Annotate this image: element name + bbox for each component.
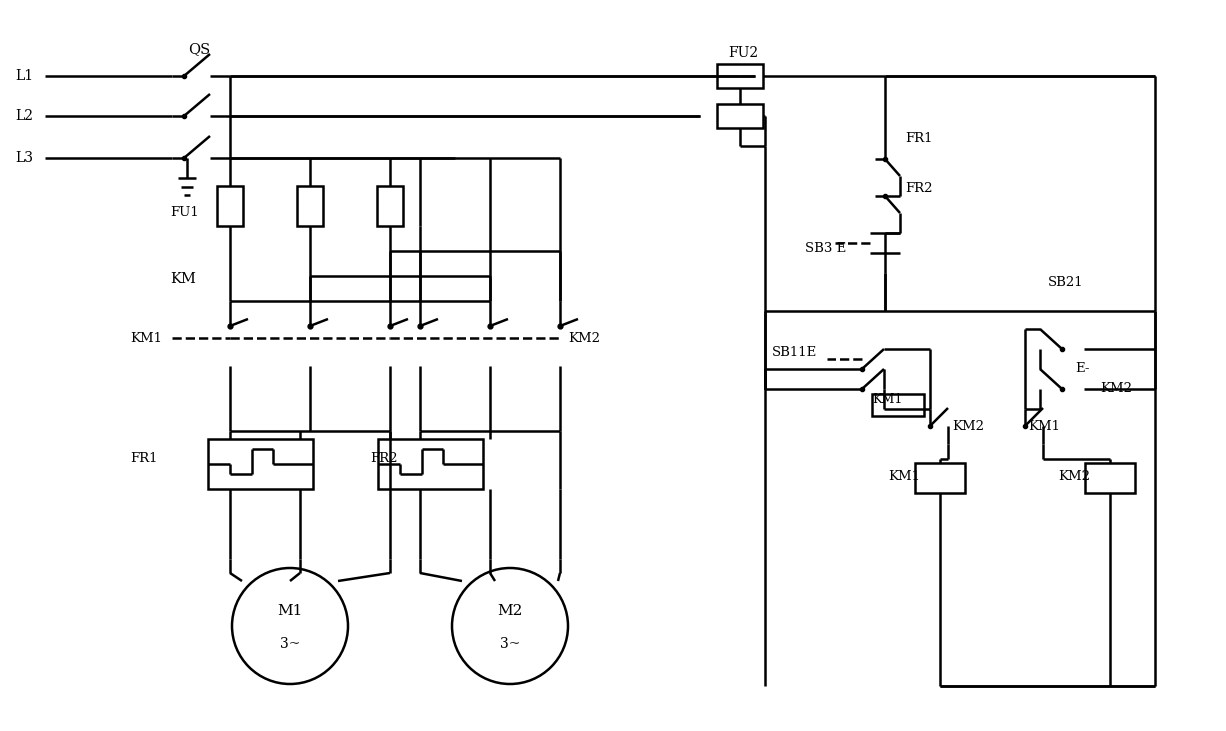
Bar [208,439,313,489]
Text: KM2: KM2 [568,331,600,344]
Text: KM1: KM1 [1027,420,1060,433]
Bar [915,463,965,493]
Bar [717,104,763,128]
Text: SB11E: SB11E [772,346,818,360]
Text: L2: L2 [15,109,33,123]
Text: KM: KM [170,272,196,286]
Text: FR1: FR1 [130,452,157,466]
Text: M1: M1 [277,604,303,618]
Circle shape [232,568,348,684]
Text: 3~: 3~ [500,637,520,651]
Text: KM1: KM1 [872,393,902,406]
Text: E-: E- [1075,363,1090,376]
Bar [717,64,763,88]
Text: SB21: SB21 [1048,276,1084,289]
Bar [872,394,924,416]
Text: KM1: KM1 [130,331,162,344]
Text: FR1: FR1 [905,132,933,145]
Bar [297,186,322,226]
Circle shape [452,568,568,684]
Text: KM1: KM1 [888,469,920,482]
Text: L1: L1 [15,69,33,83]
Text: FU1: FU1 [170,206,199,219]
Text: 3~: 3~ [280,637,300,651]
Text: KM2: KM2 [953,420,984,433]
Text: FR2: FR2 [370,452,397,466]
Text: QS: QS [188,42,210,56]
Bar [378,439,483,489]
Text: L3: L3 [15,151,33,165]
Bar [217,186,243,226]
Bar [378,186,403,226]
Text: M2: M2 [498,604,522,618]
Text: SB3 E: SB3 E [805,243,846,256]
Bar [1085,463,1135,493]
Text: KM2: KM2 [1100,382,1132,395]
Text: FU2: FU2 [728,46,758,60]
Text: FR2: FR2 [905,183,933,195]
Text: KM2: KM2 [1058,469,1090,482]
